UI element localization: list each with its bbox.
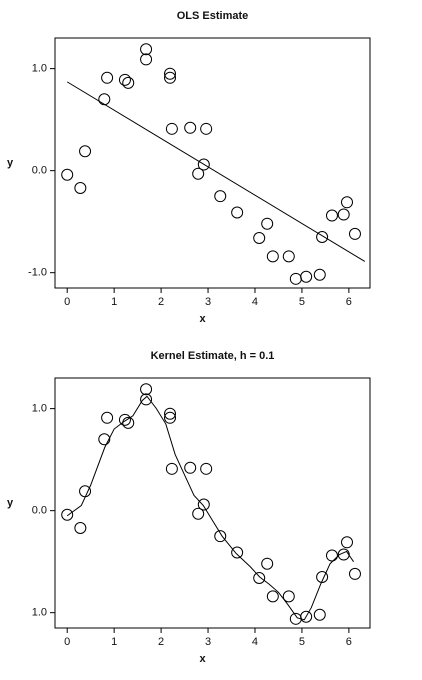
data-point — [164, 67, 177, 80]
y-tick-label: 1.0 — [32, 607, 47, 619]
data-point — [214, 190, 227, 203]
data-point — [61, 168, 74, 181]
data-point — [98, 433, 111, 446]
chart-title: OLS Estimate — [177, 10, 249, 22]
data-point — [282, 250, 295, 263]
data-point — [340, 196, 353, 209]
data-point — [192, 507, 205, 520]
data-point — [164, 407, 177, 420]
x-tick-label: 5 — [299, 296, 305, 308]
data-point — [164, 411, 177, 424]
y-tick-label: 1.0 — [32, 403, 47, 415]
x-tick-label: 5 — [299, 636, 305, 648]
data-point — [197, 158, 210, 171]
data-point — [325, 549, 338, 562]
chart-title: Kernel Estimate, h = 0.1 — [151, 350, 275, 362]
data-point — [79, 145, 92, 158]
data-point — [61, 508, 74, 521]
plot-frame — [54, 37, 371, 289]
x-tick-label: 6 — [346, 296, 352, 308]
data-point — [253, 572, 266, 584]
x-tick-label: 6 — [346, 636, 352, 648]
x-tick-label: 2 — [158, 296, 164, 308]
x-tick-label: 3 — [205, 636, 211, 648]
data-point — [337, 548, 350, 561]
data-point — [300, 610, 313, 623]
data-point — [200, 462, 213, 475]
x-tick-label: 1 — [111, 636, 117, 648]
data-point — [197, 498, 210, 511]
data-point — [101, 411, 114, 424]
data-point — [348, 567, 361, 580]
data-point — [231, 206, 244, 219]
data-point — [253, 232, 266, 244]
data-point — [348, 227, 361, 240]
data-point — [313, 608, 326, 621]
data-point — [140, 383, 153, 396]
fit-line — [66, 395, 354, 621]
data-point — [122, 416, 135, 429]
plot-frame — [54, 377, 371, 629]
data-point — [316, 570, 329, 583]
data-point — [165, 462, 178, 475]
y-axis-label: y — [7, 157, 14, 169]
data-point — [140, 53, 153, 66]
data-point — [266, 250, 279, 263]
x-tick-label: 0 — [64, 296, 70, 308]
x-tick-label: 3 — [205, 296, 211, 308]
x-tick-label: 4 — [252, 296, 258, 308]
data-point — [231, 546, 244, 559]
x-tick-label: 1 — [111, 296, 117, 308]
data-point — [316, 230, 329, 243]
x-tick-label: 0 — [64, 636, 70, 648]
data-point — [122, 76, 135, 89]
data-point — [214, 530, 227, 543]
data-point — [101, 71, 114, 84]
data-point — [165, 122, 178, 135]
data-point — [289, 272, 302, 285]
x-tick-label: 2 — [158, 636, 164, 648]
y-tick-label: 0.0 — [32, 505, 47, 517]
y-axis-label: y — [7, 497, 14, 509]
data-point — [192, 167, 205, 180]
data-point — [140, 43, 153, 56]
data-point — [300, 270, 313, 283]
fit-line — [66, 81, 366, 262]
data-point — [74, 522, 87, 534]
y-tick-label: -1.0 — [28, 267, 47, 279]
data-point — [337, 208, 350, 221]
data-point — [313, 268, 326, 281]
data-point — [340, 536, 353, 549]
data-point — [118, 73, 131, 86]
x-axis-label: x — [199, 653, 206, 665]
data-point — [200, 122, 213, 135]
data-point — [118, 413, 131, 426]
data-point — [261, 217, 274, 230]
x-axis-label: x — [199, 313, 206, 325]
data-point — [164, 71, 177, 84]
x-tick-label: 4 — [252, 636, 258, 648]
data-point — [74, 182, 87, 194]
data-point — [140, 393, 153, 406]
data-point — [282, 590, 295, 603]
data-point — [266, 590, 279, 603]
data-point — [184, 121, 197, 134]
data-point — [261, 557, 274, 570]
data-point — [325, 209, 338, 222]
data-point — [184, 461, 197, 474]
data-point — [79, 485, 92, 498]
y-tick-label: 0.0 — [32, 165, 47, 177]
data-point — [98, 93, 111, 106]
y-tick-label: 1.0 — [32, 63, 47, 75]
